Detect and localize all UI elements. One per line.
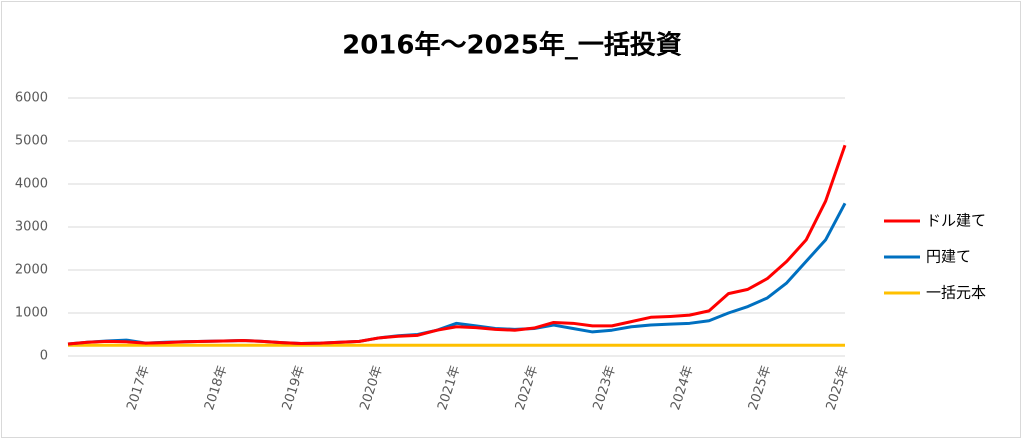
y-tick-label: 3000	[15, 220, 48, 235]
y-tick-label: 1000	[15, 306, 48, 321]
legend-label: 円建て	[926, 248, 971, 266]
y-tick-label: 2000	[15, 263, 48, 278]
legend-label: 一括元本	[926, 284, 986, 302]
y-tick-label: 5000	[15, 134, 48, 149]
y-tick-label: 0	[40, 349, 48, 364]
legend-label: ドル建て	[926, 212, 986, 230]
chart-title: 2016年～2025年_一括投資	[342, 30, 682, 61]
y-tick-label: 4000	[15, 177, 48, 192]
y-tick-label: 6000	[15, 91, 48, 106]
series-line	[67, 144, 847, 346]
